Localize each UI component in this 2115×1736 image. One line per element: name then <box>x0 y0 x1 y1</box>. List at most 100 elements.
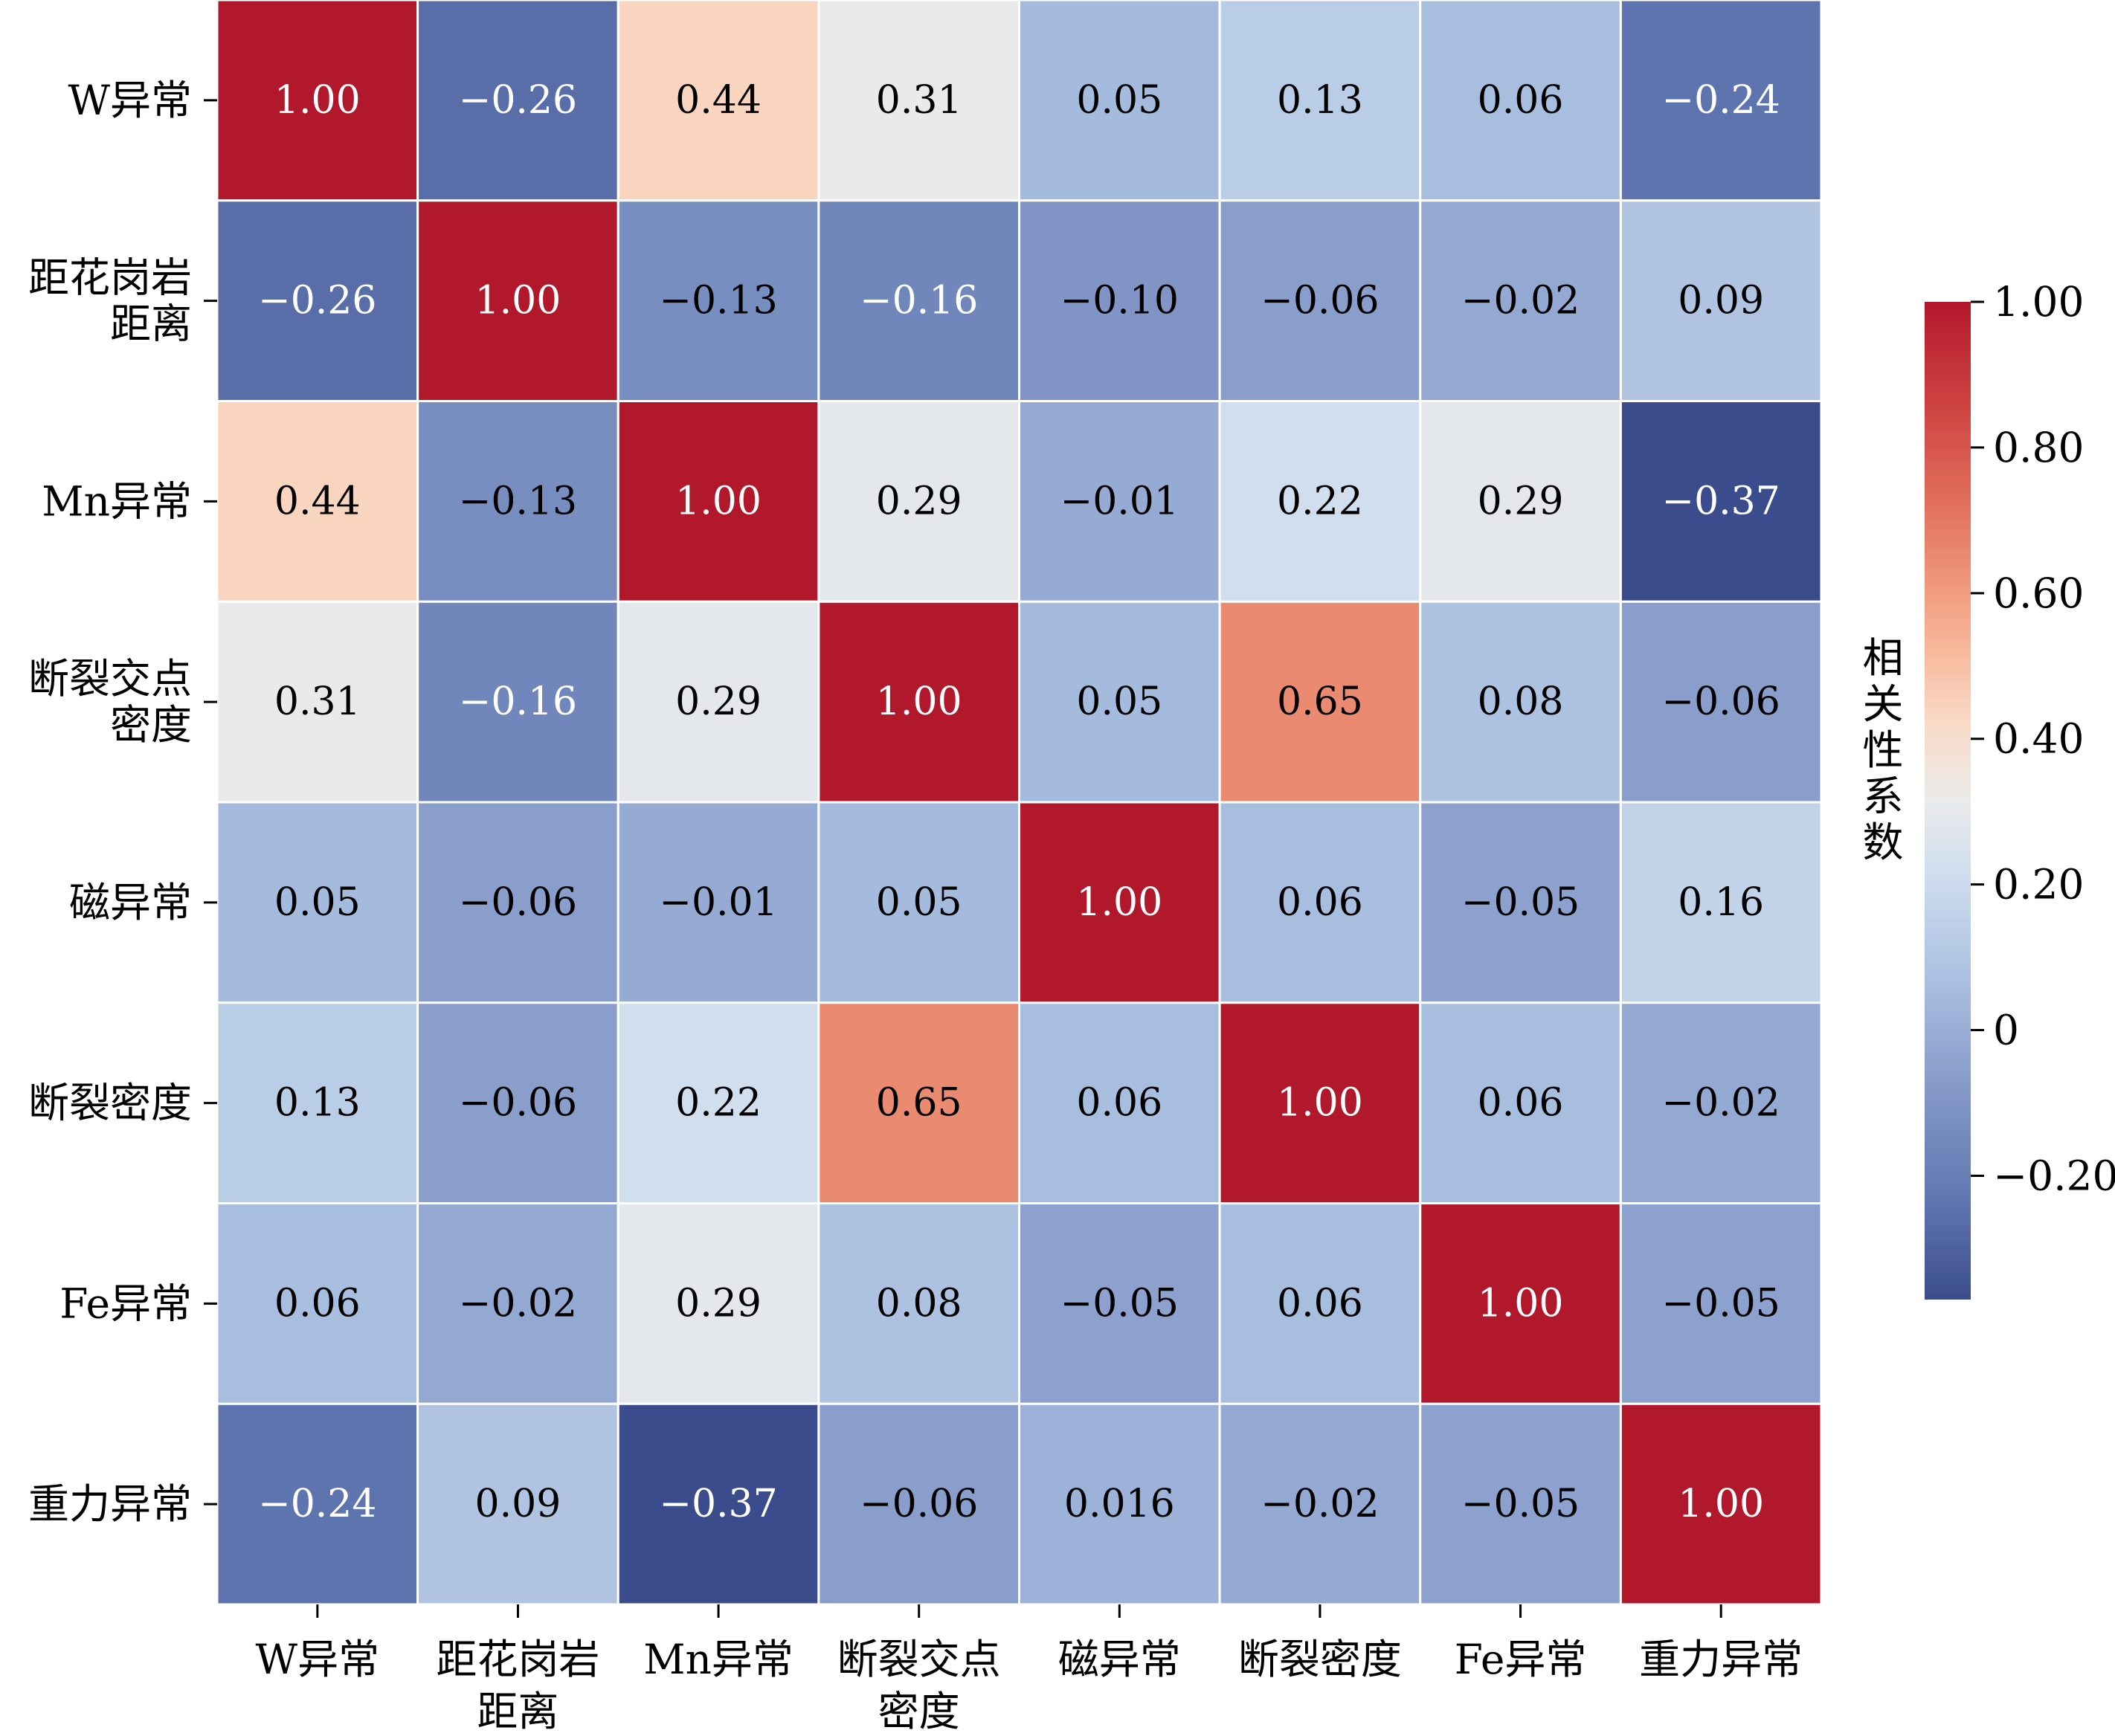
cell-value-label: 0.13 <box>274 1081 361 1126</box>
colorbar-title-char: 相 <box>1862 634 1903 682</box>
heatmap-cell <box>1218 1402 1422 1606</box>
heatmap-cell <box>416 1001 619 1204</box>
cell-value-label: 0.22 <box>1277 479 1363 523</box>
y-tick-label: Fe异常 <box>59 1280 192 1327</box>
cell-value-label: 0.29 <box>675 1281 762 1326</box>
cell-value-label: −0.24 <box>258 1482 376 1526</box>
cell-value-label: 0.09 <box>475 1482 561 1526</box>
colorbar-gradient <box>1925 302 1971 1300</box>
cell-value-label: −0.02 <box>1261 1482 1379 1526</box>
x-tick-label: 密度 <box>878 1688 960 1735</box>
heatmap-cell <box>1018 801 1221 1004</box>
heatmap-cell <box>1419 0 1622 202</box>
x-tick-label: 磁异常 <box>1058 1636 1181 1683</box>
heatmap-cell <box>817 400 1020 603</box>
cell-value-label: −0.24 <box>1662 78 1780 123</box>
heatmap-cell <box>817 1402 1020 1606</box>
y-tick-label: 断裂交点 <box>28 655 192 703</box>
heatmap-cell <box>617 600 820 804</box>
heatmap-cell <box>1018 600 1221 804</box>
cell-value-label: −0.26 <box>258 279 376 323</box>
cell-value-label: 0.65 <box>876 1081 962 1126</box>
heatmap-cell <box>416 600 619 804</box>
y-tick-label: W异常 <box>68 77 192 124</box>
cell-value-label: 0.06 <box>274 1281 361 1326</box>
colorbar-tick-label: 0.20 <box>1993 861 2084 909</box>
cell-value-label: 0.05 <box>1076 78 1162 123</box>
heatmap-cell <box>817 801 1020 1004</box>
cell-value-label: −0.02 <box>1461 279 1580 323</box>
cell-value-label: 0.31 <box>876 78 962 123</box>
heatmap-cell <box>216 1402 419 1606</box>
cell-value-label: −0.06 <box>1662 680 1780 724</box>
cell-value-label: 0.29 <box>1478 479 1564 523</box>
cell-value-label: −0.13 <box>659 279 777 323</box>
colorbar-tick-label: 0.60 <box>1993 569 2084 617</box>
heatmap-cell <box>1218 600 1422 804</box>
heatmap-cell <box>1419 1202 1622 1405</box>
heatmap-cell <box>1218 0 1422 202</box>
y-tick-label: Mn异常 <box>42 477 192 525</box>
cell-value-label: 1.00 <box>1076 880 1162 925</box>
cell-value-label: −0.01 <box>1060 479 1179 523</box>
cell-value-label: −0.01 <box>659 880 777 925</box>
colorbar-tick-label: −0.20 <box>1993 1152 2115 1199</box>
heatmap-cell <box>1218 1202 1422 1405</box>
x-tick-label: W异常 <box>256 1636 380 1683</box>
cell-value-label: 0.29 <box>876 479 962 523</box>
x-tick-label: 距花岗岩 <box>436 1636 599 1683</box>
cell-value-label: 0.06 <box>1076 1081 1162 1126</box>
cell-value-label: 0.09 <box>1678 279 1764 323</box>
cell-value-label: 1.00 <box>1678 1482 1764 1526</box>
heatmap-cell <box>1018 0 1221 202</box>
heatmap-cell <box>416 0 619 202</box>
y-tick-label: 断裂密度 <box>28 1080 192 1127</box>
cell-value-label: −0.05 <box>1461 880 1580 925</box>
heatmap-cell <box>1619 1402 1823 1606</box>
y-tick-label: 磁异常 <box>69 879 192 926</box>
cell-value-label: 0.06 <box>1478 1081 1564 1126</box>
x-tick-label: Mn异常 <box>643 1636 793 1683</box>
cell-value-label: 0.44 <box>675 78 762 123</box>
y-tick-label: 重力异常 <box>28 1480 192 1528</box>
x-tick-label: 断裂密度 <box>1238 1636 1402 1683</box>
cell-value-label: −0.16 <box>860 279 978 323</box>
cell-value-label: −0.06 <box>1261 279 1379 323</box>
heatmap-cell <box>617 1202 820 1405</box>
heatmap-cell <box>216 0 419 202</box>
heatmap-cell <box>416 199 619 402</box>
heatmap-cell <box>1018 1202 1221 1405</box>
cell-value-label: 0.05 <box>1076 680 1162 724</box>
heatmap-cell <box>1619 600 1823 804</box>
cell-value-label: 0.16 <box>1678 880 1764 925</box>
colorbar-title-char: 系 <box>1862 772 1903 820</box>
cell-value-label: 1.00 <box>876 680 962 724</box>
heatmap-cell <box>817 0 1020 202</box>
y-tick-label: 密度 <box>110 701 192 749</box>
heatmap-cell <box>416 801 619 1004</box>
colorbar-tick-label: 0.80 <box>1993 424 2084 471</box>
heatmap-cell <box>817 1202 1020 1405</box>
heatmap-cell <box>1619 801 1823 1004</box>
cell-value-label: −0.02 <box>1662 1081 1780 1126</box>
cell-value-label: −0.02 <box>459 1281 577 1326</box>
heatmap-cell <box>216 199 419 402</box>
cell-value-label: 0.65 <box>1277 680 1363 724</box>
cell-value-label: 0.44 <box>274 479 361 523</box>
heatmap-cell <box>617 400 820 603</box>
x-tick-label: 重力异常 <box>1639 1636 1803 1683</box>
heatmap-cell <box>1619 1202 1823 1405</box>
heatmap-cell <box>817 199 1020 402</box>
heatmap-cell <box>1419 801 1622 1004</box>
x-tick-label: Fe异常 <box>1455 1636 1587 1683</box>
cell-value-label: −0.06 <box>459 880 577 925</box>
heatmap-cell <box>617 1001 820 1204</box>
colorbar-tick-label: 0.40 <box>1993 715 2084 763</box>
heatmap-cell <box>617 1402 820 1606</box>
heatmap-cell <box>1218 801 1422 1004</box>
cell-value-label: −0.26 <box>459 78 577 123</box>
cell-value-label: 0.08 <box>876 1281 962 1326</box>
